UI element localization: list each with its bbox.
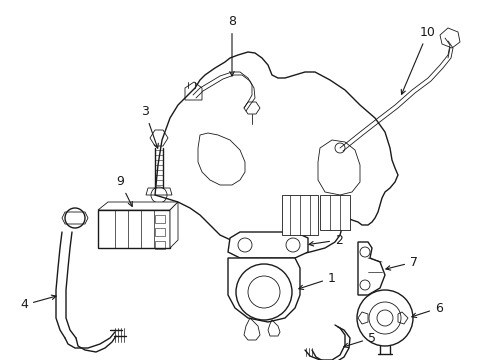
Polygon shape <box>198 133 244 185</box>
Polygon shape <box>170 202 178 248</box>
Text: 9: 9 <box>116 175 132 206</box>
Polygon shape <box>227 258 299 322</box>
Polygon shape <box>319 195 349 230</box>
Polygon shape <box>155 52 397 255</box>
Polygon shape <box>317 140 359 195</box>
Text: 1: 1 <box>298 271 335 289</box>
Text: 4: 4 <box>20 295 56 311</box>
Text: 5: 5 <box>343 332 375 348</box>
Polygon shape <box>98 210 170 248</box>
Polygon shape <box>227 232 307 258</box>
Text: 10: 10 <box>401 26 435 94</box>
Text: 7: 7 <box>385 256 417 270</box>
Text: 3: 3 <box>141 105 158 148</box>
Text: 2: 2 <box>308 234 342 247</box>
Polygon shape <box>357 242 384 295</box>
Polygon shape <box>98 202 178 210</box>
Text: 8: 8 <box>227 15 236 76</box>
Polygon shape <box>282 195 317 235</box>
Circle shape <box>356 290 412 346</box>
Circle shape <box>236 264 291 320</box>
Text: 6: 6 <box>411 302 442 318</box>
